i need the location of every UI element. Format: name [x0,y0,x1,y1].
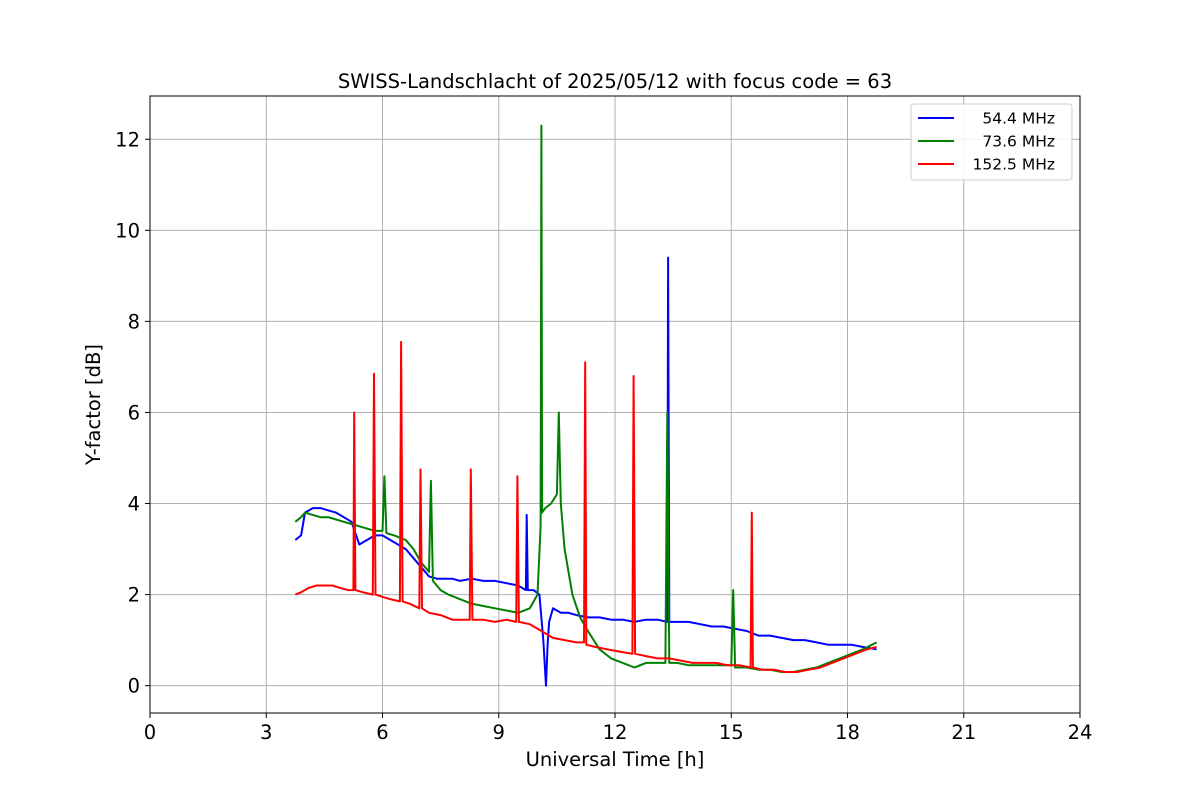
y-axis-label: Y-factor [dB] [82,344,105,466]
legend-label-0: 54.4 MHz [982,110,1055,128]
y-tick-label: 8 [128,310,140,333]
y-tick-label: 10 [115,219,140,242]
x-tick-label: 12 [603,721,628,744]
x-tick-label: 3 [260,721,272,744]
x-tick-label: 21 [951,721,976,744]
x-tick-label: 15 [719,721,744,744]
y-tick-label: 0 [128,675,140,698]
chart-title: SWISS-Landschlacht of 2025/05/12 with fo… [338,70,892,93]
legend-box [910,103,1073,181]
y-tick-label: 4 [128,493,140,516]
y-tick-label: 6 [128,401,140,424]
x-tick-label: 6 [376,721,388,744]
x-tick-label: 24 [1068,721,1093,744]
legend-label-2: 152.5 MHz [973,156,1055,174]
x-tick-label: 0 [144,721,156,744]
y-tick-label: 2 [128,584,140,607]
legend-label-1: 73.6 MHz [982,133,1055,151]
x-tick-label: 18 [835,721,860,744]
legend-entries: 54.4 MHz 73.6 MHz 152.5 MHz [918,110,1055,174]
legend: 54.4 MHz 73.6 MHz 152.5 MHz [910,103,1073,181]
x-tick-label: 9 [493,721,505,744]
plot-series [294,124,878,687]
series-line-0 [294,256,877,687]
x-axis-label: Universal Time [h] [526,748,705,771]
y-tick-label: 12 [115,128,140,151]
series-line-1 [294,124,878,673]
series-line-2 [294,340,877,673]
